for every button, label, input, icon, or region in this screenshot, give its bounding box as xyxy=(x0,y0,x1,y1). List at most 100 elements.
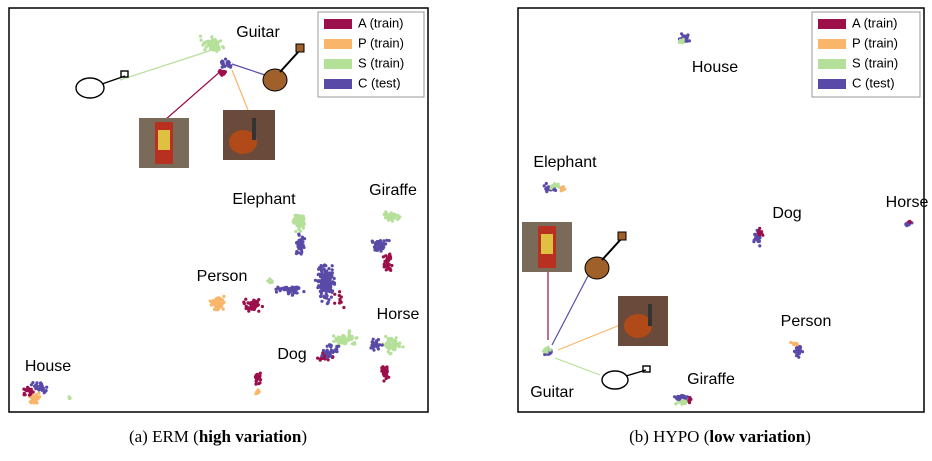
embedding-point xyxy=(758,244,761,247)
embedding-point xyxy=(328,286,331,289)
embedding-point xyxy=(688,396,691,399)
embedding-point xyxy=(342,306,345,309)
embedding-point xyxy=(384,335,387,338)
embedding-point xyxy=(328,351,331,354)
caption-bold: low variation xyxy=(709,427,805,446)
cluster-label: Guitar xyxy=(530,384,574,401)
embedding-point xyxy=(327,301,330,304)
legend-swatch xyxy=(324,19,352,29)
embedding-point xyxy=(274,288,277,291)
embedding-point xyxy=(560,189,563,192)
embedding-point xyxy=(387,376,390,379)
caption: (b) HYPO (low variation) xyxy=(629,427,811,446)
embedding-point xyxy=(374,344,377,347)
cluster-label: House xyxy=(25,358,71,375)
embedding-point xyxy=(24,393,27,396)
embedding-point xyxy=(332,334,335,337)
embedding-point xyxy=(224,58,227,61)
legend-label: S (train) xyxy=(852,55,898,70)
embedding-point xyxy=(256,374,259,377)
embedding-point xyxy=(275,290,278,293)
embedding-point xyxy=(257,388,260,391)
embedding-point xyxy=(203,48,206,51)
caption-prefix: (b) HYPO ( xyxy=(629,427,710,446)
cluster-label: Horse xyxy=(377,306,420,323)
embedding-point xyxy=(319,275,322,278)
legend-swatch xyxy=(818,39,846,49)
embedding-point xyxy=(674,402,677,405)
legend-swatch xyxy=(324,79,352,89)
embedding-point xyxy=(389,339,392,342)
embedding-point xyxy=(326,279,329,282)
embedding-point xyxy=(220,305,223,308)
embedding-point xyxy=(384,216,387,219)
embedding-point xyxy=(217,40,220,43)
embedding-point xyxy=(384,260,387,263)
embedding-point xyxy=(222,295,225,298)
embedding-point xyxy=(33,385,36,388)
embedding-point xyxy=(907,220,910,223)
embedding-point xyxy=(335,338,338,341)
caption: (a) ERM (high variation) xyxy=(129,427,307,446)
embedding-point xyxy=(319,295,322,298)
legend-swatch xyxy=(818,19,846,29)
embedding-point xyxy=(388,352,391,355)
embedding-point xyxy=(385,212,388,215)
cluster-label: Person xyxy=(197,268,248,285)
embedding-point xyxy=(382,239,385,242)
embedding-point xyxy=(680,40,683,43)
embedding-point xyxy=(295,241,298,244)
embedding-point xyxy=(25,389,28,392)
embedding-point xyxy=(213,38,216,41)
embedding-point xyxy=(386,266,389,269)
embedding-point xyxy=(328,353,331,356)
embedding-point xyxy=(327,267,330,270)
embedding-point xyxy=(387,218,390,221)
embedding-point xyxy=(317,284,320,287)
embedding-point xyxy=(330,296,333,299)
embedding-point xyxy=(199,35,202,38)
embedding-point xyxy=(543,348,546,351)
embedding-point xyxy=(213,308,216,311)
embedding-point xyxy=(795,354,798,357)
embedding-point xyxy=(397,216,400,219)
legend-label: A (train) xyxy=(852,15,898,30)
embedding-point xyxy=(342,339,345,342)
legend-swatch xyxy=(818,79,846,89)
embedding-point xyxy=(252,300,255,303)
embedding-point xyxy=(392,347,395,350)
embedding-point xyxy=(331,268,334,271)
embedding-point xyxy=(278,287,281,290)
embedding-point xyxy=(344,342,347,345)
embedding-point xyxy=(332,350,335,353)
embedding-point xyxy=(302,290,305,293)
embedding-point xyxy=(243,302,246,305)
embedding-point xyxy=(382,372,385,375)
cluster-label: Person xyxy=(781,313,832,330)
caption-bold: high variation xyxy=(199,427,302,446)
embedding-point xyxy=(255,304,258,307)
embedding-point xyxy=(758,227,761,230)
embedding-point xyxy=(297,233,300,236)
embedding-point xyxy=(258,381,261,384)
embedding-point xyxy=(291,287,294,290)
embedding-point xyxy=(29,390,32,393)
cluster-label: Giraffe xyxy=(369,182,417,199)
embedding-point xyxy=(801,350,804,353)
embedding-point xyxy=(377,247,380,250)
embedding-point xyxy=(561,186,564,189)
embedding-point xyxy=(382,379,385,382)
cluster-label: Elephant xyxy=(232,191,296,208)
embedding-point xyxy=(294,230,297,233)
embedding-point xyxy=(328,276,331,279)
cluster-label: Giraffe xyxy=(687,371,735,388)
embedding-point xyxy=(320,264,323,267)
embedding-point xyxy=(301,240,304,243)
embedding-point xyxy=(337,345,340,348)
embedding-point xyxy=(549,187,552,190)
embedding-point xyxy=(212,45,215,48)
embedding-point xyxy=(227,60,230,63)
embedding-point xyxy=(217,302,220,305)
embedding-point xyxy=(387,259,390,262)
embedding-point xyxy=(354,337,357,340)
